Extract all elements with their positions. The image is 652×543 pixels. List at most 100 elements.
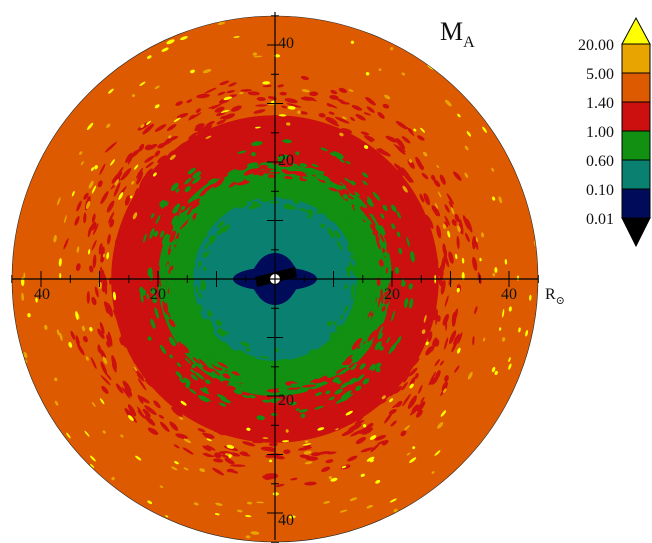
value-patch — [180, 231, 184, 237]
value-patch — [392, 402, 401, 409]
value-patch — [249, 358, 255, 361]
value-patch — [439, 360, 444, 366]
value-patch — [372, 401, 380, 407]
value-patch — [376, 239, 381, 250]
value-patch — [168, 135, 172, 139]
value-patch — [366, 504, 373, 509]
value-patch — [377, 440, 387, 445]
value-patch — [136, 171, 144, 185]
value-patch — [314, 405, 324, 410]
value-patch — [381, 395, 386, 400]
value-patch — [298, 446, 312, 451]
value-patch — [321, 408, 330, 415]
value-patch — [281, 188, 289, 192]
value-patch — [380, 294, 384, 301]
value-patch — [403, 345, 411, 360]
value-patch — [437, 191, 442, 198]
value-patch — [272, 492, 279, 496]
value-patch — [368, 259, 374, 271]
value-patch — [66, 432, 71, 439]
value-patch — [107, 233, 111, 245]
value-patch — [97, 328, 105, 339]
value-patch — [402, 393, 411, 407]
value-patch — [139, 234, 144, 241]
value-patch — [425, 214, 434, 229]
value-patch — [23, 351, 28, 359]
value-patch — [120, 333, 127, 348]
value-patch — [169, 421, 179, 431]
value-patch — [216, 137, 231, 141]
value-patch — [390, 47, 394, 51]
colorbar-label: 0.10 — [586, 182, 614, 199]
value-patch — [446, 193, 454, 205]
value-patch — [434, 258, 439, 268]
value-patch — [332, 365, 342, 373]
value-patch — [136, 167, 144, 179]
value-patch — [371, 293, 377, 302]
value-patch — [395, 137, 406, 150]
value-patch — [239, 451, 249, 456]
value-patch — [134, 188, 139, 197]
value-patch — [253, 55, 263, 58]
value-patch — [325, 213, 335, 222]
value-patch — [323, 178, 333, 184]
colorbar-segment — [621, 43, 651, 74]
value-patch — [286, 103, 302, 108]
value-patch — [365, 315, 372, 326]
value-patch — [283, 203, 294, 210]
value-patch — [180, 207, 187, 214]
value-patch — [417, 161, 425, 170]
value-patch — [127, 404, 137, 417]
value-patch — [354, 191, 360, 197]
value-patch — [240, 89, 252, 92]
value-patch — [175, 371, 183, 379]
value-patch — [187, 198, 201, 207]
value-patch — [482, 126, 487, 133]
value-patch — [175, 347, 187, 359]
value-patch — [201, 150, 210, 156]
value-patch — [417, 135, 425, 141]
value-patch — [138, 143, 145, 152]
value-patch — [452, 308, 459, 323]
value-patch — [262, 85, 272, 88]
value-patch — [246, 397, 256, 403]
value-patch — [205, 135, 212, 139]
value-patch — [119, 304, 125, 316]
value-patch — [467, 371, 473, 380]
value-patch — [311, 163, 319, 168]
value-patch — [398, 247, 403, 255]
value-patch — [374, 225, 379, 231]
value-patch — [268, 442, 278, 447]
value-patch — [165, 263, 170, 274]
value-patch — [189, 388, 197, 395]
value-patch — [290, 375, 301, 381]
value-patch — [361, 427, 374, 435]
value-patch — [504, 259, 508, 265]
value-patch — [391, 204, 397, 212]
value-patch — [339, 159, 345, 163]
value-patch — [498, 327, 502, 331]
value-patch — [357, 356, 368, 366]
value-patch — [450, 207, 455, 215]
value-patch — [278, 114, 287, 117]
value-patch — [185, 384, 190, 389]
value-patch — [91, 185, 97, 194]
colorbar-segment — [621, 130, 651, 161]
value-patch — [160, 421, 170, 432]
value-patch — [150, 287, 156, 295]
value-patch — [217, 425, 231, 430]
value-patch — [367, 231, 373, 239]
value-patch — [302, 176, 308, 180]
value-patch — [448, 200, 454, 209]
value-patch — [137, 406, 143, 414]
value-patch — [198, 379, 206, 389]
value-patch — [184, 185, 191, 193]
value-patch — [396, 231, 401, 237]
value-patch — [296, 401, 308, 408]
value-patch — [336, 335, 341, 341]
value-patch — [389, 498, 397, 503]
value-patch — [344, 284, 348, 290]
value-patch — [327, 207, 335, 215]
value-patch — [181, 411, 192, 418]
value-patch — [237, 509, 243, 513]
